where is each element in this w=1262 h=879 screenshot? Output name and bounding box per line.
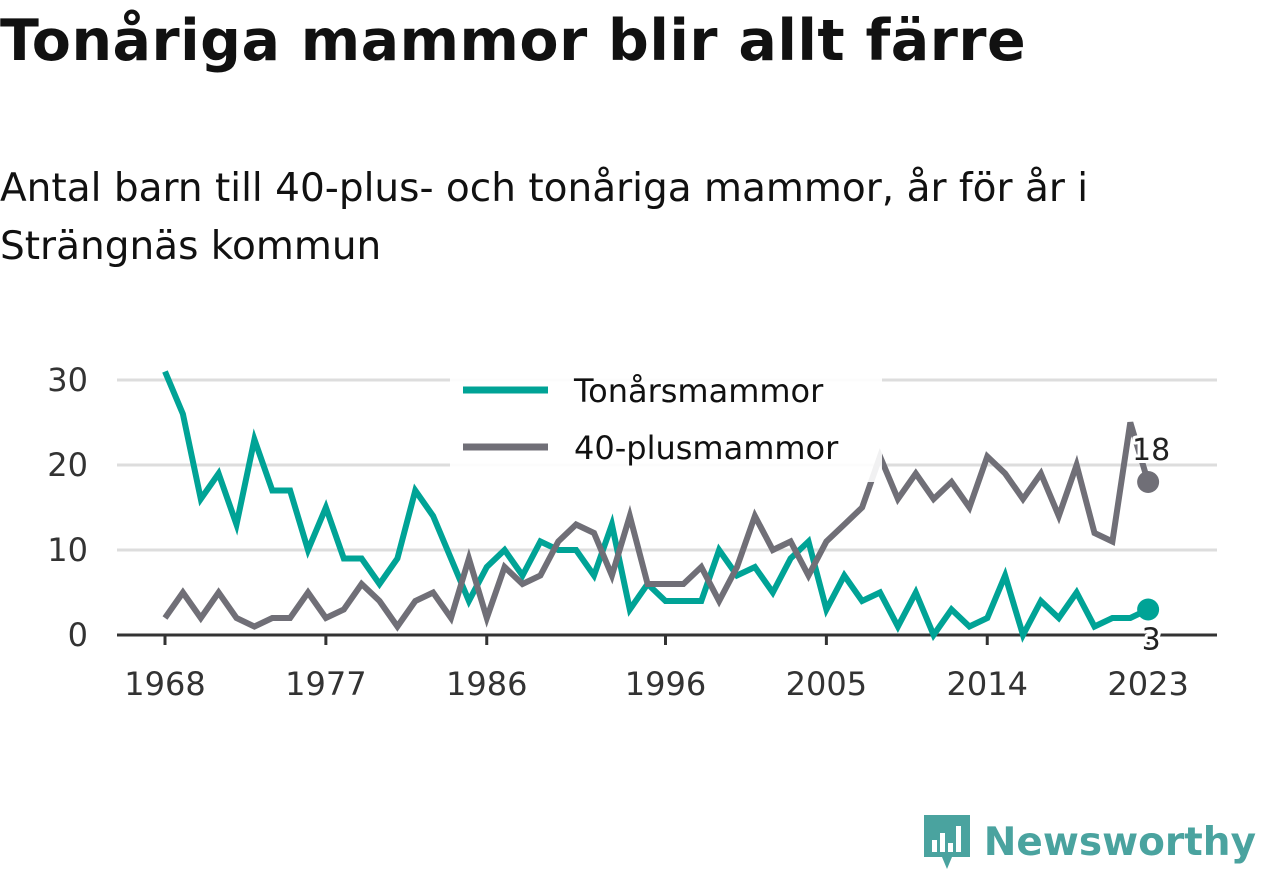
x-tick-label: 1977 (285, 665, 366, 703)
legend-label-1: Tonårsmammor (573, 372, 824, 410)
x-tick-label: 1996 (625, 665, 706, 703)
newsworthy-logo-icon (923, 815, 970, 869)
legend-label-2: 40-plusmammor (574, 429, 839, 467)
series-lines: 3 18 (162, 370, 1173, 661)
y-tick-label: 30 (47, 361, 88, 399)
series-end-label-2: 18 (1132, 433, 1170, 468)
x-tick-label: 1968 (124, 665, 205, 703)
series-endpoint-2 (1137, 471, 1160, 493)
axes: 0 10 20 30 1968 1977 1986 1996 2005 2014 2023 (47, 361, 1217, 703)
y-tick-label: 20 (47, 446, 88, 484)
x-tick-label: 2014 (947, 665, 1028, 703)
chart-title: Tonåriga mammor blir allt färre (0, 8, 1027, 74)
y-tick-label: 0 (68, 616, 88, 654)
brand-name: Newsworthy (983, 819, 1256, 865)
series-end-label-1: 3 (1142, 623, 1161, 658)
brand: Newsworthy (922, 813, 1256, 871)
chart-subtitle: Antal barn till 40-plus- och tonåriga ma… (0, 166, 1089, 269)
x-tick-label: 2005 (786, 665, 867, 703)
x-tick-label: 1986 (446, 665, 527, 703)
y-tick-label: 10 (47, 531, 88, 569)
series-endpoint-1 (1137, 598, 1160, 621)
series-line-2 (162, 421, 1151, 632)
legend: Tonårsmammor 40-plusmammor (450, 372, 882, 482)
x-tick-label: 2023 (1107, 665, 1188, 703)
series-line-1 (162, 370, 1150, 643)
